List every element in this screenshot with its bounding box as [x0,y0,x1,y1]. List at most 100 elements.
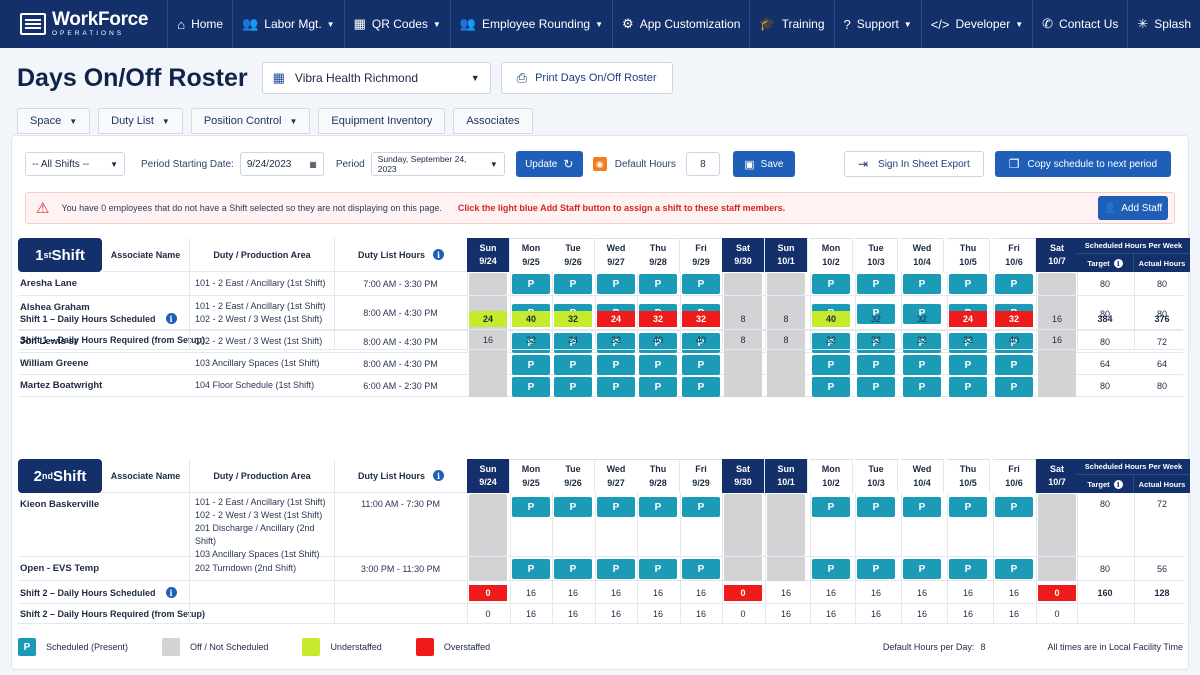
day-off-cell[interactable] [1038,353,1076,375]
present-cell[interactable]: P [682,377,720,397]
day-off-cell[interactable] [767,273,805,295]
tab-duty-list[interactable]: Duty List ▼ [98,108,183,134]
present-cell[interactable]: P [812,274,850,294]
calendar-icon[interactable]: ▦ [309,159,317,169]
present-cell[interactable]: P [639,497,677,517]
present-cell[interactable]: P [812,559,850,579]
info-icon[interactable]: i [1113,258,1123,268]
day-off-cell[interactable] [1038,331,1076,353]
info-icon[interactable]: i [1113,479,1123,489]
present-cell[interactable]: P [639,355,677,375]
present-cell[interactable]: P [857,274,895,294]
day-off-cell[interactable] [469,375,507,397]
day-off-cell[interactable] [724,331,762,353]
associate-name[interactable]: Jon Lewis sr [20,336,78,347]
day-off-cell[interactable] [724,494,762,556]
tab-position-control[interactable]: Position Control ▼ [190,108,311,134]
present-cell[interactable]: P [812,355,850,375]
save-button[interactable]: ▣ Save [732,151,795,177]
present-cell[interactable]: P [512,559,550,579]
present-cell[interactable]: P [554,497,592,517]
day-off-cell[interactable] [724,296,762,331]
default-hours-input[interactable]: 8 [685,152,720,176]
associate-name[interactable]: Alshea Graham [20,302,90,313]
present-cell[interactable]: P [682,559,720,579]
present-cell[interactable]: P [903,355,941,375]
day-off-cell[interactable] [724,557,762,581]
present-cell[interactable]: P [949,274,987,294]
day-off-cell[interactable] [469,557,507,581]
add-staff-button[interactable]: 👤 Add Staff [1098,196,1168,220]
nav-item-developer[interactable]: </> Developer ▼ [922,0,1034,48]
day-off-cell[interactable] [767,296,805,331]
present-cell[interactable]: P [597,497,635,517]
nav-item-training[interactable]: 🎓 Training [750,0,835,48]
present-cell[interactable]: P [682,274,720,294]
copy-schedule-button[interactable]: ❐ Copy schedule to next period [994,151,1171,177]
present-cell[interactable]: P [639,377,677,397]
present-cell[interactable]: P [597,377,635,397]
update-button[interactable]: Update ↻ [515,151,583,177]
present-cell[interactable]: P [949,355,987,375]
present-cell[interactable]: P [995,559,1033,579]
present-cell[interactable]: P [903,333,941,353]
sign-in-export-button[interactable]: ⇥ Sign In Sheet Export [843,151,984,177]
shift-filter-select[interactable]: -- All Shifts -- ▼ [25,152,125,176]
period-start-input[interactable]: 9/24/2023 ▦ [239,152,324,176]
present-cell[interactable]: P [995,377,1033,397]
day-off-cell[interactable] [724,375,762,397]
present-cell[interactable]: P [682,355,720,375]
day-off-cell[interactable] [724,273,762,295]
present-cell[interactable]: P [812,377,850,397]
present-cell[interactable]: P [857,559,895,579]
tab-space[interactable]: Space ▼ [17,108,91,134]
present-cell[interactable]: P [597,333,635,353]
present-cell[interactable]: P [949,497,987,517]
present-cell[interactable]: P [639,333,677,353]
day-off-cell[interactable] [469,273,507,295]
day-off-cell[interactable] [724,353,762,375]
day-off-cell[interactable] [767,353,805,375]
associate-name[interactable]: William Greene [20,358,89,369]
present-cell[interactable]: P [512,274,550,294]
present-cell[interactable]: P [554,377,592,397]
day-off-cell[interactable] [767,494,805,556]
info-icon[interactable]: i [433,249,444,260]
present-cell[interactable]: P [949,559,987,579]
facility-select[interactable]: ▦ Vibra Health Richmond ▼ [261,62,491,94]
rss-icon[interactable]: ◉ [592,157,607,171]
nav-item-app-customization[interactable]: ⚙ App Customization [613,0,751,48]
day-off-cell[interactable] [767,557,805,581]
present-cell[interactable]: P [812,497,850,517]
present-cell[interactable]: P [857,333,895,353]
present-cell[interactable]: P [995,274,1033,294]
present-cell[interactable]: P [512,497,550,517]
present-cell[interactable]: P [857,355,895,375]
tab-associates[interactable]: Associates [453,108,533,134]
day-off-cell[interactable] [1038,273,1076,295]
present-cell[interactable]: P [903,497,941,517]
day-off-cell[interactable] [469,331,507,353]
present-cell[interactable]: P [949,377,987,397]
present-cell[interactable]: P [597,559,635,579]
present-cell[interactable]: P [554,355,592,375]
present-cell[interactable]: P [995,333,1033,353]
present-cell[interactable]: P [512,333,550,353]
brand-logo[interactable]: WorkForce OPERATIONS [0,0,169,48]
present-cell[interactable]: P [857,303,895,324]
associate-name[interactable]: Kieon Baskerville [20,499,100,510]
info-icon[interactable]: i [165,313,177,324]
nav-item-contact-us[interactable]: ✆ Contact Us [1033,0,1129,48]
day-off-cell[interactable] [767,331,805,353]
present-cell[interactable]: P [812,333,850,353]
present-cell[interactable]: P [857,377,895,397]
print-roster-button[interactable]: ⎙ Print Days On/Off Roster [500,62,673,94]
present-cell[interactable]: P [639,559,677,579]
present-cell[interactable]: P [639,274,677,294]
day-off-cell[interactable] [1038,557,1076,581]
present-cell[interactable]: P [512,377,550,397]
associate-name[interactable]: Aresha Lane [20,278,78,289]
present-cell[interactable]: P [903,377,941,397]
present-cell[interactable]: P [554,274,592,294]
present-cell[interactable]: P [682,497,720,517]
